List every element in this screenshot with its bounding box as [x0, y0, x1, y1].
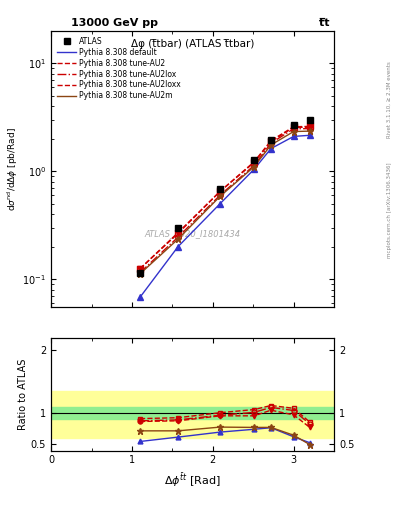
- Pythia 8.308 tune-AU2lox: [138, 269, 142, 275]
- Line: Pythia 8.308 default: Pythia 8.308 default: [140, 135, 310, 297]
- Pythia 8.308 tune-AU2: [269, 139, 274, 145]
- Text: Rivet 3.1.10, ≥ 2.3M events: Rivet 3.1.10, ≥ 2.3M events: [387, 61, 392, 138]
- Pythia 8.308 tune-AU2m: [307, 128, 312, 134]
- Pythia 8.308 tune-AU2m: [291, 129, 296, 135]
- Text: 13000 GeV pp: 13000 GeV pp: [71, 18, 158, 28]
- X-axis label: $\Delta\phi^{\bar{t}t}$ [Rad]: $\Delta\phi^{\bar{t}t}$ [Rad]: [164, 471, 221, 488]
- Pythia 8.308 tune-AU2lox: [218, 192, 222, 198]
- Pythia 8.308 tune-AU2loxx: [176, 229, 180, 236]
- Line: Pythia 8.308 tune-AU2lox: Pythia 8.308 tune-AU2lox: [140, 129, 310, 272]
- Pythia 8.308 default: [269, 145, 274, 152]
- Pythia 8.308 tune-AU2lox: [252, 162, 256, 168]
- Pythia 8.308 tune-AU2loxx: [269, 138, 274, 144]
- Bar: [51, 391, 334, 438]
- Text: ATLAS_2020_I1801434: ATLAS_2020_I1801434: [145, 229, 241, 238]
- Pythia 8.308 default: [307, 132, 312, 138]
- Pythia 8.308 tune-AU2m: [138, 271, 142, 277]
- Line: Pythia 8.308 tune-AU2loxx: Pythia 8.308 tune-AU2loxx: [140, 126, 310, 269]
- Pythia 8.308 default: [176, 244, 180, 250]
- Line: Pythia 8.308 tune-AU2m: Pythia 8.308 tune-AU2m: [140, 131, 310, 274]
- ATLAS: [252, 157, 256, 163]
- ATLAS: [218, 186, 222, 193]
- Legend: ATLAS, Pythia 8.308 default, Pythia 8.308 tune-AU2, Pythia 8.308 tune-AU2lox, Py: ATLAS, Pythia 8.308 default, Pythia 8.30…: [55, 34, 184, 103]
- Pythia 8.308 tune-AU2lox: [269, 140, 274, 146]
- Pythia 8.308 tune-AU2: [176, 230, 180, 237]
- ATLAS: [307, 117, 312, 123]
- Pythia 8.308 tune-AU2: [218, 188, 222, 195]
- Pythia 8.308 tune-AU2lox: [307, 125, 312, 132]
- Pythia 8.308 tune-AU2: [252, 160, 256, 166]
- Y-axis label: Ratio to ATLAS: Ratio to ATLAS: [18, 358, 28, 430]
- Line: ATLAS: ATLAS: [137, 117, 313, 276]
- Pythia 8.308 tune-AU2: [291, 124, 296, 131]
- Pythia 8.308 tune-AU2lox: [176, 234, 180, 240]
- Pythia 8.308 default: [218, 201, 222, 207]
- ATLAS: [138, 269, 142, 275]
- Pythia 8.308 tune-AU2loxx: [218, 188, 222, 195]
- Y-axis label: d$\sigma^{\rm nd}$/d$\Delta\phi$ [pb/Rad]: d$\sigma^{\rm nd}$/d$\Delta\phi$ [pb/Rad…: [5, 127, 20, 211]
- Pythia 8.308 tune-AU2: [138, 266, 142, 272]
- Pythia 8.308 tune-AU2loxx: [307, 123, 312, 130]
- Pythia 8.308 tune-AU2m: [218, 193, 222, 199]
- Text: Δφ (t̅tbar) (ATLAS t̅tbar): Δφ (t̅tbar) (ATLAS t̅tbar): [131, 39, 254, 49]
- Line: Pythia 8.308 tune-AU2: Pythia 8.308 tune-AU2: [140, 127, 310, 269]
- ATLAS: [176, 225, 180, 231]
- Pythia 8.308 default: [291, 133, 296, 139]
- Pythia 8.308 default: [252, 166, 256, 173]
- Pythia 8.308 tune-AU2m: [176, 236, 180, 242]
- Pythia 8.308 tune-AU2m: [269, 142, 274, 148]
- Pythia 8.308 tune-AU2loxx: [138, 266, 142, 272]
- Pythia 8.308 tune-AU2loxx: [291, 124, 296, 130]
- ATLAS: [291, 122, 296, 129]
- Bar: [51, 407, 334, 419]
- Pythia 8.308 tune-AU2lox: [291, 126, 296, 132]
- Text: t̅t: t̅t: [320, 18, 330, 28]
- Pythia 8.308 tune-AU2loxx: [252, 159, 256, 165]
- Pythia 8.308 tune-AU2m: [252, 164, 256, 170]
- ATLAS: [269, 137, 274, 143]
- Pythia 8.308 default: [138, 294, 142, 301]
- Text: mcplots.cern.ch [arXiv:1306.3436]: mcplots.cern.ch [arXiv:1306.3436]: [387, 163, 392, 258]
- Pythia 8.308 tune-AU2: [307, 124, 312, 131]
